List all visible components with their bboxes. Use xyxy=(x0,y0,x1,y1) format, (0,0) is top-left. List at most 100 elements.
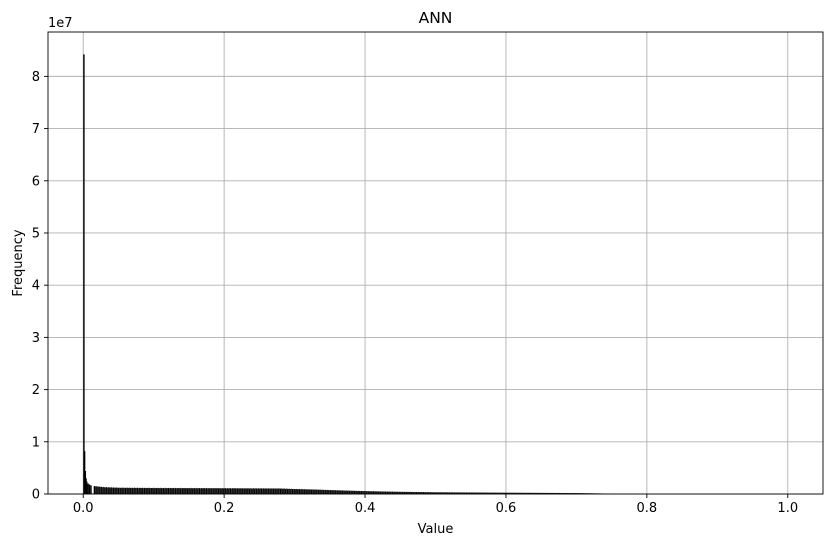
ticks: 0.0 0.2 0.4 0.6 0.8 1.0 0 1 2 3 4 5 6 7 8 xyxy=(32,70,798,516)
histogram-bar xyxy=(572,493,574,494)
histogram-bar xyxy=(441,492,442,494)
histogram-bar xyxy=(558,492,559,494)
histogram-bar xyxy=(211,487,213,494)
histogram-bar xyxy=(264,488,265,494)
histogram-bar xyxy=(410,492,412,494)
histogram-bar xyxy=(169,488,170,494)
histogram-bar xyxy=(269,488,270,494)
histogram-bar xyxy=(276,488,277,494)
histogram-bar xyxy=(214,488,215,494)
histogram-bar xyxy=(363,490,365,494)
histogram-bar xyxy=(218,488,220,494)
histogram-bar xyxy=(422,492,424,494)
histogram-bar xyxy=(386,491,388,494)
histogram-bar xyxy=(257,488,259,494)
histogram-bar xyxy=(444,492,446,494)
x-axis-label: Value xyxy=(418,522,454,537)
histogram-bar xyxy=(434,492,435,494)
histogram-bar xyxy=(226,488,227,494)
histogram-bar xyxy=(500,492,502,494)
histogram-bar xyxy=(331,490,332,494)
histogram-bar xyxy=(380,491,382,494)
histogram-bar xyxy=(178,487,180,494)
histogram-bar xyxy=(221,488,223,494)
histogram-bar xyxy=(446,492,447,494)
histogram-bar xyxy=(462,492,464,494)
histogram-bar xyxy=(169,487,171,494)
histogram-bar xyxy=(102,487,103,494)
histogram-bar xyxy=(527,492,529,494)
histogram-bar xyxy=(398,491,399,494)
histogram-bar xyxy=(352,490,354,494)
histogram-bar xyxy=(130,487,132,494)
histogram-bar xyxy=(465,492,467,494)
histogram-bar xyxy=(306,489,308,494)
histogram-bar xyxy=(324,489,326,494)
histogram-bar xyxy=(474,492,475,494)
histogram-bar xyxy=(217,488,218,494)
histogram-bar xyxy=(426,492,428,494)
histogram-bar xyxy=(231,488,233,494)
histogram-bar xyxy=(567,493,569,494)
histogram-bar xyxy=(183,487,185,494)
histogram-bar xyxy=(207,488,209,494)
histogram-bar xyxy=(529,492,531,494)
histogram-bar xyxy=(379,491,381,494)
histogram-bar xyxy=(198,488,200,494)
histogram-bar xyxy=(184,488,186,494)
histogram-bar xyxy=(569,493,571,494)
histogram-bar xyxy=(360,491,362,494)
histogram-bar xyxy=(188,487,190,494)
histogram-bar xyxy=(253,488,254,494)
histogram-bar xyxy=(171,488,172,494)
histogram-bar xyxy=(309,489,311,494)
histogram-bar xyxy=(102,486,104,494)
histogram-spike-bar xyxy=(90,485,92,494)
histogram-bar xyxy=(468,492,470,494)
histogram-bar xyxy=(474,492,476,494)
histogram-bar xyxy=(348,490,349,494)
histogram-bar xyxy=(146,488,148,494)
histogram-bar xyxy=(449,492,451,494)
histogram-bar xyxy=(325,489,327,494)
histogram-bar xyxy=(187,488,189,494)
histogram-bar xyxy=(135,487,137,494)
histogram-bar xyxy=(137,487,139,494)
histogram-bar xyxy=(181,488,183,494)
histogram-bar xyxy=(563,492,565,494)
histogram-bar xyxy=(247,488,249,494)
histogram-bar xyxy=(98,486,100,494)
histogram-bar xyxy=(204,488,206,494)
histogram-bar xyxy=(334,490,336,494)
histogram-bar xyxy=(484,492,486,494)
histogram-bar xyxy=(150,488,152,494)
histogram-bar xyxy=(486,492,488,494)
histogram-bar xyxy=(527,492,528,494)
x-tick-label: 0.0 xyxy=(73,501,94,516)
histogram-bar xyxy=(210,488,212,494)
histogram-bar xyxy=(334,490,335,494)
histogram-bar xyxy=(144,487,146,494)
histogram-bar xyxy=(420,492,422,494)
histogram-bar xyxy=(228,488,230,494)
histogram-bar xyxy=(222,487,223,494)
histogram-bar xyxy=(424,492,426,494)
histogram-bar xyxy=(316,489,318,494)
histogram-bar xyxy=(453,492,455,494)
histogram-bar xyxy=(388,491,389,494)
histogram-bar xyxy=(477,492,479,494)
histogram-bar xyxy=(288,488,290,494)
x-tick-label: 0.6 xyxy=(496,501,517,516)
histogram-bar xyxy=(349,490,351,494)
histogram-bar xyxy=(230,488,232,494)
histogram-bar xyxy=(374,491,376,494)
histogram-bar xyxy=(470,492,472,494)
y-tick-label: 1 xyxy=(32,435,40,450)
histogram-bar xyxy=(515,492,517,494)
histogram-bar xyxy=(260,488,262,494)
histogram-bar xyxy=(197,488,199,494)
histogram-bar xyxy=(289,488,291,494)
histogram-bar xyxy=(232,488,234,494)
histogram-bar xyxy=(134,487,136,494)
